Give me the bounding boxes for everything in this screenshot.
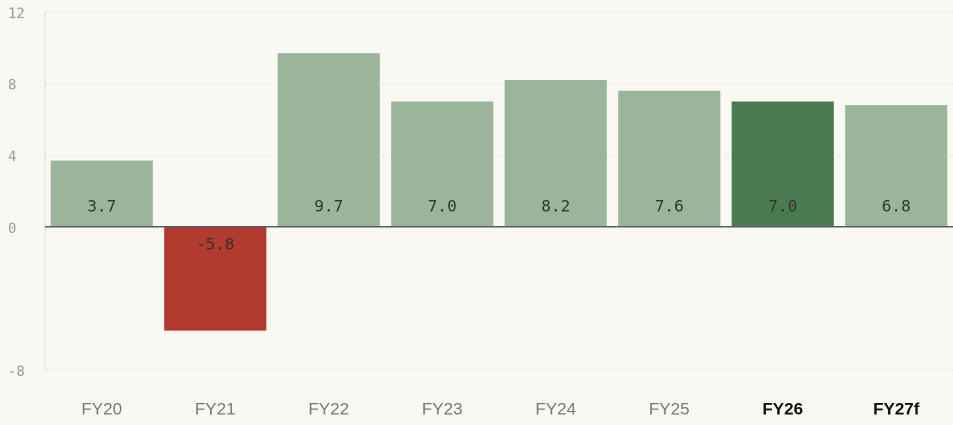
- value-label: 7.6: [655, 196, 684, 215]
- y-tick-label: 8: [8, 78, 16, 94]
- x-tick-label: FY27f: [873, 399, 920, 418]
- x-tick-label: FY26: [762, 399, 803, 418]
- y-tick-label: -8: [8, 364, 25, 380]
- bar: [391, 101, 494, 227]
- x-tick-label: FY22: [308, 399, 349, 418]
- value-label: 3.7: [87, 196, 116, 215]
- value-label: -5.8: [196, 234, 235, 253]
- x-tick-label: FY23: [422, 399, 463, 418]
- bar: [845, 105, 948, 227]
- value-label: 9.7: [314, 196, 343, 215]
- bar: [504, 80, 607, 227]
- x-tick-label: FY20: [81, 399, 122, 418]
- value-label: 8.2: [541, 196, 570, 215]
- bar: [50, 160, 153, 227]
- x-tick-label: FY25: [649, 399, 690, 418]
- y-tick-label: 4: [8, 149, 16, 165]
- bar: [164, 226, 267, 331]
- value-label: 7.0: [428, 196, 457, 215]
- bar: [618, 90, 721, 227]
- x-tick-label: FY24: [535, 399, 576, 418]
- y-tick-label: 0: [8, 221, 16, 237]
- bar: [731, 101, 834, 227]
- x-tick-label: FY21: [195, 399, 236, 418]
- value-label: 6.8: [882, 196, 911, 215]
- bar: [277, 53, 380, 227]
- y-tick-label: 12: [8, 6, 25, 22]
- value-label: 7.0: [768, 196, 797, 215]
